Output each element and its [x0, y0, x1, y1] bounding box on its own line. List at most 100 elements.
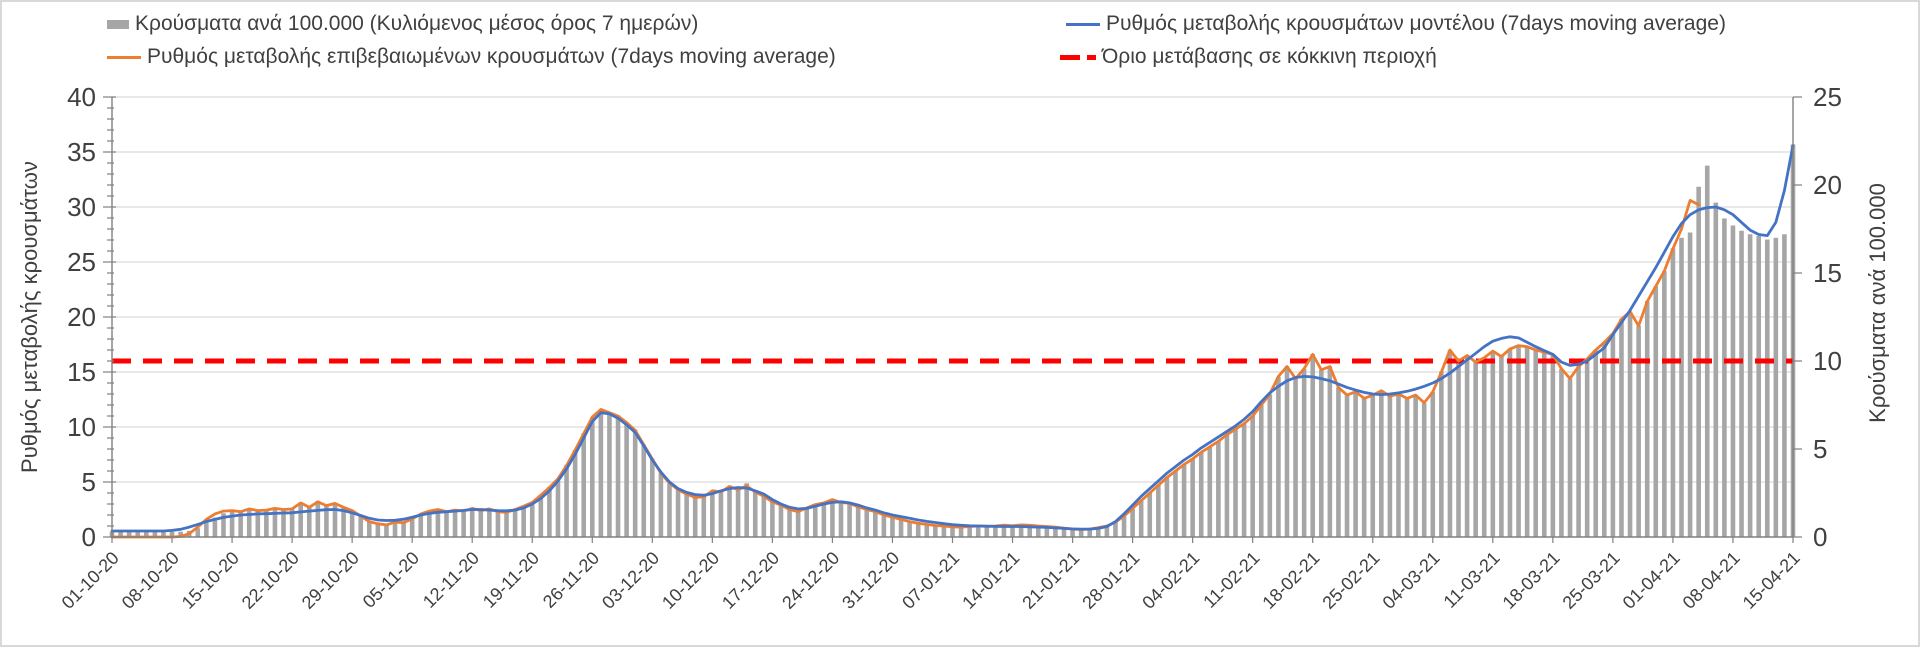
bar: [761, 496, 767, 537]
bar: [1413, 395, 1418, 537]
bar: [727, 485, 732, 537]
legend-item-model-rate: Ρυθμός μεταβολής κρουσμάτων μοντέλου (7d…: [1066, 10, 1726, 38]
bar: [735, 489, 741, 537]
bar: [1730, 225, 1736, 538]
bar: [126, 531, 132, 537]
left-tick-label: 5: [82, 467, 96, 497]
bar: [564, 464, 569, 537]
bar: [1533, 350, 1539, 537]
line-swatch-icon: [107, 55, 141, 59]
bar: [495, 511, 501, 537]
bar: [667, 483, 672, 537]
bar: [1567, 378, 1573, 537]
bar-swatch-icon: [107, 19, 129, 29]
bar: [427, 510, 432, 537]
left-tick-label: 15: [67, 357, 96, 387]
legend-label: Ρυθμός μεταβολής κρουσμάτων μοντέλου (7d…: [1106, 12, 1726, 35]
bar: [375, 523, 381, 537]
bar: [1610, 333, 1616, 537]
left-axis-title: Ρυθμός μεταβολής κρουσμάτων: [17, 161, 42, 473]
bar: [1473, 361, 1478, 537]
bar: [229, 511, 235, 537]
bar: [1456, 361, 1461, 537]
bar: [1636, 325, 1641, 537]
bar: [1284, 366, 1290, 537]
bar: [1490, 351, 1496, 537]
legend-item-cases-per-100k: Κρούσματα ανά 100.000 (Κυλιόμενος μέσος …: [107, 10, 698, 38]
x-tick-label: 08-04-21: [1679, 548, 1744, 613]
model-rate-line: [110, 143, 1795, 533]
x-tick-label: 18-03-21: [1499, 548, 1564, 613]
legend-label: Ρυθμός μεταβολής επιβεβαιωμένων κρουσμάτ…: [147, 45, 836, 68]
bar: [598, 409, 604, 537]
bar: [1181, 464, 1187, 537]
bar: [812, 504, 818, 537]
x-tick-label: 11-02-21: [1199, 548, 1263, 612]
bar: [1276, 376, 1281, 537]
bar: [255, 511, 261, 537]
x-tick-label: 12-11-20: [419, 548, 483, 612]
bar: [1396, 394, 1401, 537]
bar: [1061, 528, 1067, 537]
bar: [1336, 387, 1341, 537]
bar: [1044, 526, 1050, 537]
bar: [238, 512, 243, 537]
x-tick-label: 08-10-20: [118, 548, 183, 613]
bar: [641, 444, 647, 537]
bar: [169, 531, 175, 537]
bar: [1027, 525, 1032, 537]
bar: [1670, 248, 1676, 538]
legend-label: Κρούσματα ανά 100.000 (Κυλιόμενος μέσος …: [135, 12, 699, 35]
x-tick-label: 22-10-20: [238, 548, 303, 613]
confirmed-rate-line: [110, 198, 1701, 539]
bar: [1687, 232, 1693, 537]
x-tick-label: 07-01-21: [898, 548, 963, 613]
bar: [933, 525, 938, 537]
bar: [864, 509, 870, 537]
bar: [512, 509, 518, 537]
right-tick-label: 25: [1813, 82, 1842, 112]
left-tick-label: 10: [67, 412, 96, 442]
bar: [1224, 434, 1230, 537]
bar: [1644, 301, 1650, 537]
bar: [1233, 429, 1238, 537]
bar: [907, 521, 912, 537]
bar: [289, 508, 295, 537]
legend-item-confirmed-rate: Ρυθμός μεταβολής επιβεβαιωμένων κρουσμάτ…: [107, 43, 836, 71]
bar: [795, 511, 801, 537]
bar: [341, 507, 346, 537]
bar: [1010, 525, 1015, 537]
right-tick-label: 20: [1813, 170, 1842, 200]
bar: [1584, 359, 1590, 537]
left-tick-label: 30: [67, 192, 96, 222]
bar: [212, 517, 218, 537]
right-axis-title: Κρούσματα ανά 100.000: [1865, 183, 1890, 423]
bar: [1164, 477, 1170, 537]
bar: [478, 510, 484, 537]
bar: [1241, 423, 1247, 537]
bar: [589, 417, 595, 537]
bar: [684, 493, 689, 537]
bar: [1018, 525, 1024, 537]
x-tick-label: 03-12-20: [598, 548, 663, 613]
x-tick-label: 15-04-21: [1739, 548, 1804, 613]
bar: [487, 508, 492, 537]
bar: [581, 433, 587, 537]
x-tick-label: 29-10-20: [298, 548, 363, 613]
bar: [315, 500, 321, 537]
bar: [881, 515, 887, 537]
bar: [1782, 234, 1787, 537]
bar: [624, 422, 629, 537]
bar: [675, 489, 681, 537]
bar: [1499, 356, 1504, 537]
x-tick-label: 26-11-20: [539, 548, 603, 612]
bar: [1430, 391, 1436, 537]
bar: [1096, 527, 1101, 537]
bar: [529, 501, 535, 537]
bar: [967, 526, 972, 537]
bar: [778, 505, 784, 537]
bar: [1078, 529, 1084, 537]
x-tick-label: 28-01-21: [1078, 548, 1143, 613]
bar: [1653, 286, 1659, 537]
